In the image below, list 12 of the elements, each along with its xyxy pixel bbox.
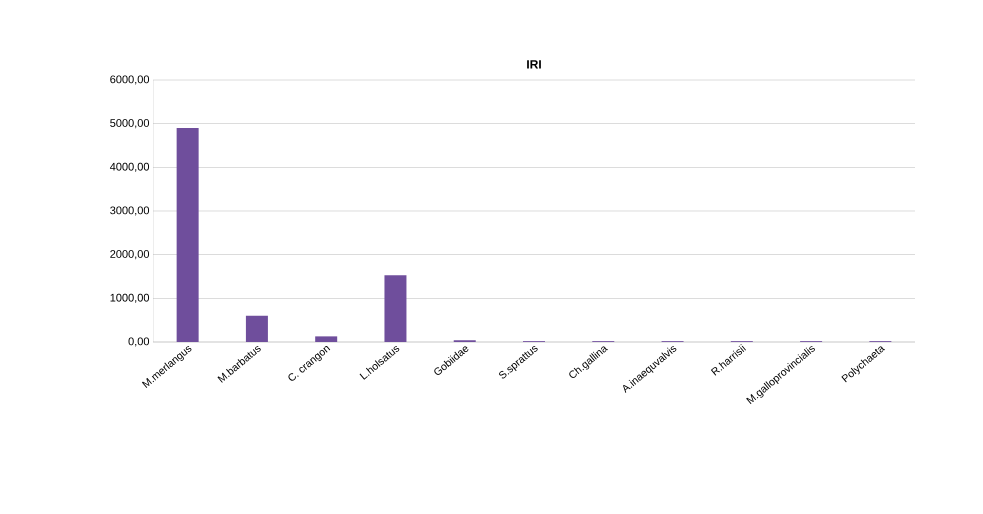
y-tick-label: 0,00 xyxy=(128,337,150,347)
bar xyxy=(176,128,199,342)
y-tick-label: 4000,00 xyxy=(110,162,150,172)
y-tick-label: 5000,00 xyxy=(110,119,150,128)
y-tick-label: 1000,00 xyxy=(110,294,150,303)
bar xyxy=(384,275,406,342)
y-tick-label: 6000,00 xyxy=(110,75,150,85)
chart-title: IRI xyxy=(527,60,541,69)
y-tick-label: 3000,00 xyxy=(110,206,150,216)
bar xyxy=(246,316,268,342)
bar xyxy=(315,336,338,342)
y-tick-label: 2000,00 xyxy=(110,250,150,260)
